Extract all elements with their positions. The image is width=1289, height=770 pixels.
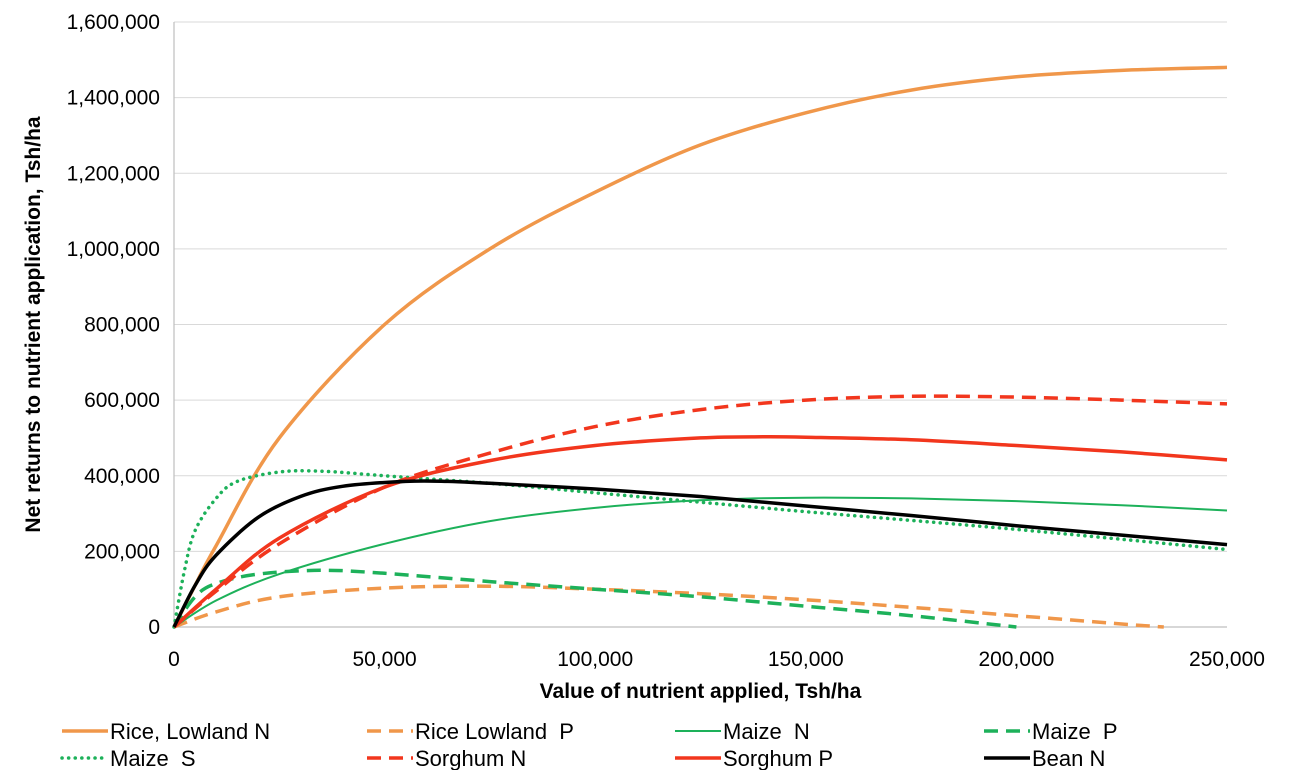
legend-label-maize-p: Maize P: [1032, 719, 1118, 744]
x-axis-title: Value of nutrient applied, Tsh/ha: [540, 680, 862, 703]
y-tick-label: 0: [148, 616, 160, 639]
tick-labels: 0 200,000 400,000 600,000 800,000 1,000,000 1,…: [67, 11, 1265, 671]
legend-label-rice-lowland-n: Rice, Lowland N: [110, 719, 270, 744]
x-tick-label: 200,000: [978, 648, 1054, 671]
legend-label-sorghum-p: Sorghum P: [723, 746, 833, 770]
legend-label-maize-n: Maize N: [723, 719, 810, 744]
series-line-maize-p: [172, 568, 1017, 629]
x-tick-label: 250,000: [1189, 648, 1265, 671]
series-line-sorghum-p: [172, 435, 1228, 629]
series-line-rice-lowland-n: [172, 65, 1228, 628]
y-tick-label: 1,600,000: [67, 11, 160, 34]
legend-label-sorghum-n: Sorghum N: [415, 746, 526, 770]
legend: Rice, Lowland N Rice Lowland P Maize N Maiz…: [60, 719, 1118, 770]
series-line-rice-lowland-p: [173, 584, 1164, 629]
y-tick-label: 800,000: [84, 314, 160, 337]
x-tick-label: 100,000: [557, 648, 633, 671]
series-line-sorghum-n: [172, 394, 1228, 629]
legend-label-maize-s: Maize S: [110, 746, 196, 770]
series-line-maize-s: [172, 468, 1229, 629]
series-line-maize-n: [173, 496, 1228, 628]
series-line-bean-n: [172, 479, 1228, 628]
y-tick-label: 400,000: [84, 465, 160, 488]
series-lines: [172, 65, 1229, 629]
gridlines: [174, 21, 1227, 552]
y-tick-label: 1,400,000: [67, 87, 160, 110]
axes: [173, 22, 1227, 628]
x-tick-label: 150,000: [768, 648, 844, 671]
y-tick-label: 1,200,000: [67, 162, 160, 185]
y-tick-label: 1,000,000: [67, 238, 160, 261]
x-tick-label: 50,000: [352, 648, 416, 671]
y-tick-label: 600,000: [84, 389, 160, 412]
y-tick-label: 200,000: [84, 540, 160, 563]
legend-label-rice-lowland-p: Rice Lowland P: [415, 719, 574, 744]
x-tick-label: 0: [168, 648, 180, 671]
y-axis-title: Net returns to nutrient application, Tsh…: [22, 116, 45, 532]
legend-label-bean-n: Bean N: [1032, 746, 1105, 770]
